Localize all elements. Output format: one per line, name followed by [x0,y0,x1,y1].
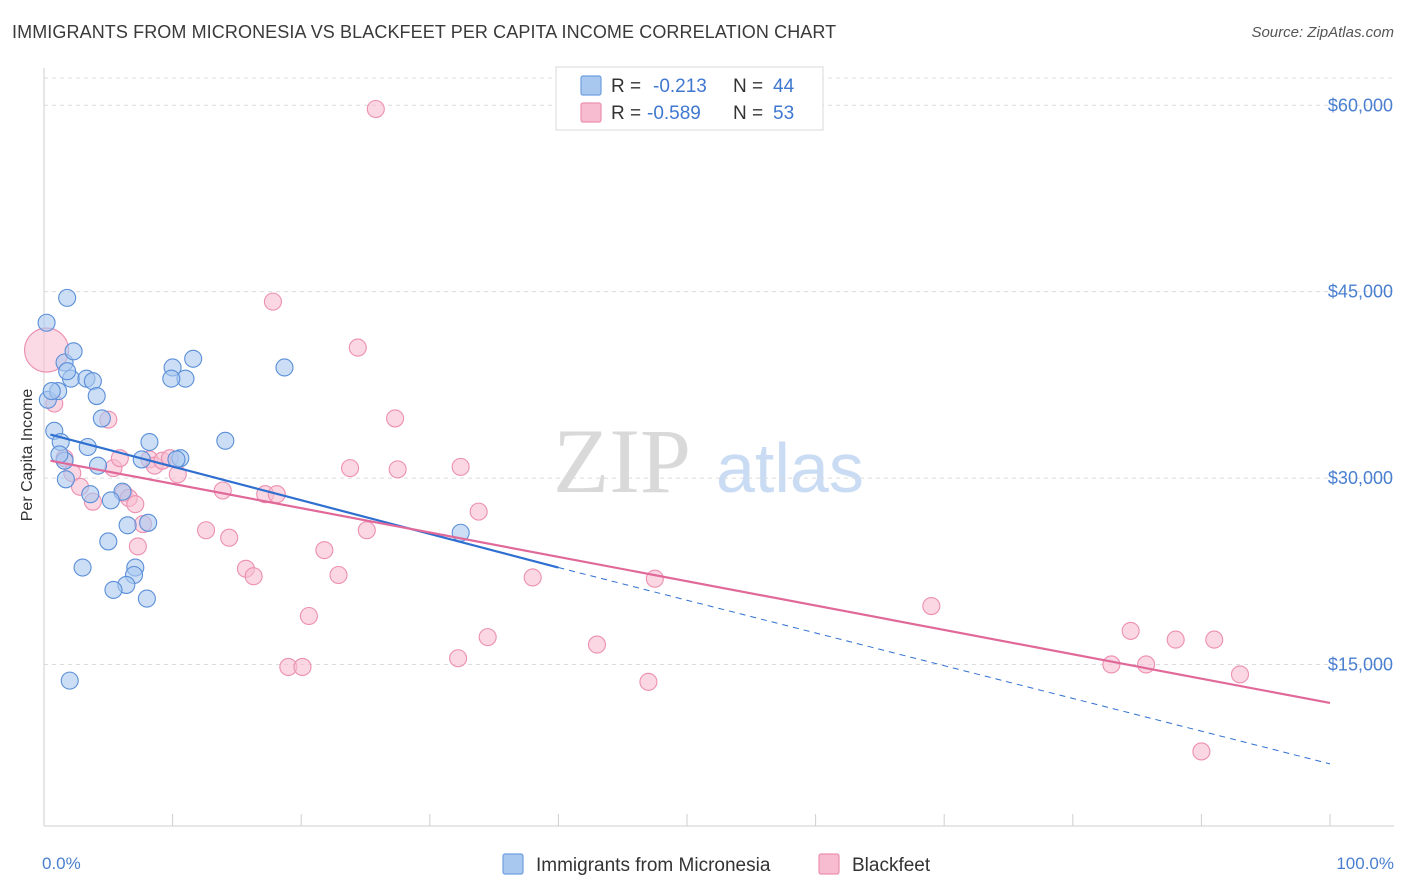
legend-r-label-micronesia: R = [611,76,641,97]
legend-swatch-blackfeet [580,102,602,123]
y-axis-label: Per Capita Income [19,389,36,522]
point-blackfeet-49 [1137,655,1156,674]
point-blackfeet-43 [587,635,607,654]
legend-n-value-micronesia: 44 [773,76,795,97]
point-micronesia-21 [101,491,120,510]
bottom-legend-swatch-blackfeet [818,853,840,875]
point-micronesia-4 [42,382,61,401]
chart-title: IMMIGRANTS FROM MICRONESIA VS BLACKFEET … [12,22,837,42]
point-blackfeet-29 [299,606,318,626]
x-tick-label-min: 0.0% [42,854,81,873]
point-blackfeet-45 [645,569,664,588]
legend-r-label-blackfeet: R = [611,103,641,124]
point-blackfeet-35 [366,99,385,119]
point-micronesia-1 [58,288,77,307]
point-blackfeet-46 [922,597,941,616]
point-blackfeet-20 [213,481,232,500]
trend-lines [50,433,1331,765]
point-blackfeet-34 [357,521,376,540]
point-micronesia-22 [118,516,137,535]
y-tick-label-45000: $45,000 [1328,282,1393,302]
source-credit: Source: ZipAtlas.com [1251,24,1394,41]
point-micronesia-25 [73,558,92,577]
point-blackfeet-30 [315,541,334,560]
watermark-atlas: atlas [716,429,864,507]
y-tick-label-15000: $15,000 [1328,654,1393,674]
point-micronesia-12 [92,409,111,428]
point-blackfeet-38 [451,457,470,476]
legend-swatch-micronesia [580,75,602,96]
point-micronesia-23 [139,513,158,532]
legend-n-label-blackfeet: N = [733,103,763,124]
point-blackfeet-31 [329,565,348,585]
point-micronesia-7 [58,362,77,381]
point-micronesia-35 [184,349,203,368]
trend-line-micronesia-extension [558,567,1331,765]
point-micronesia-41 [275,358,294,377]
point-blackfeet-28 [293,657,312,676]
point-blackfeet-50 [1166,630,1185,649]
watermark-zip: ZIP [553,410,691,512]
point-blackfeet-42 [523,568,542,587]
trend-line-micronesia [50,433,559,569]
point-blackfeet-47 [1102,655,1121,674]
point-blackfeet-41 [478,628,497,647]
point-blackfeet-44 [639,672,658,691]
point-blackfeet-48 [1121,621,1140,640]
point-blackfeet-25 [263,292,282,311]
legend-n-value-blackfeet: 53 [773,103,794,124]
point-blackfeet-19 [196,521,216,540]
point-micronesia-29 [104,580,123,599]
trend-line-blackfeet [50,459,1331,705]
point-blackfeet-36 [386,409,405,428]
point-blackfeet-37 [388,460,407,479]
legend-n-label-micronesia: N = [733,76,763,97]
bottom-legend-label-micronesia: Immigrants from Micronesia [536,855,771,876]
correlation-legend: R = -0.213 N = 44 R = -0.589 N = 53 [555,66,824,131]
legend-r-value-blackfeet: -0.589 [647,103,701,124]
point-micronesia-11 [87,387,106,406]
point-micronesia-8 [64,342,83,361]
y-tick-labels: $15,000 $30,000 $45,000 $60,000 [1328,95,1393,674]
point-micronesia-34 [162,369,181,388]
point-blackfeet-23 [244,567,263,586]
point-micronesia-40 [216,431,235,450]
point-blackfeet-53 [1230,665,1250,684]
point-blackfeet-12 [126,495,145,514]
series-legend: Immigrants from Micronesia Blackfeet [502,853,931,876]
point-blackfeet-32 [341,459,360,478]
point-micronesia-20 [81,485,100,504]
point-micronesia-24 [99,532,118,551]
legend-r-value-micronesia: -0.213 [653,76,707,97]
point-micronesia-30 [137,589,156,608]
point-micronesia-10 [83,372,102,391]
point-micronesia-0 [37,313,56,332]
point-blackfeet-40 [469,502,488,521]
point-blackfeet-10 [128,537,147,556]
point-blackfeet-52 [1205,630,1224,649]
point-blackfeet-39 [449,649,468,668]
y-tick-label-30000: $30,000 [1328,468,1393,488]
x-tick-label-max: 100.0% [1336,854,1394,873]
bottom-legend-label-blackfeet: Blackfeet [852,855,931,876]
point-micronesia-37 [140,432,159,452]
point-blackfeet-21 [220,528,239,547]
bottom-legend-swatch-micronesia [502,853,524,875]
series-points [24,99,1250,761]
y-tick-label-60000: $60,000 [1328,95,1393,115]
point-blackfeet-33 [348,338,367,357]
point-blackfeet-51 [1192,742,1211,761]
x-tick-labels: 0.0% 100.0% [42,854,1394,873]
point-micronesia-31 [60,671,79,690]
point-micronesia-18 [56,470,75,489]
axes [43,68,1394,827]
